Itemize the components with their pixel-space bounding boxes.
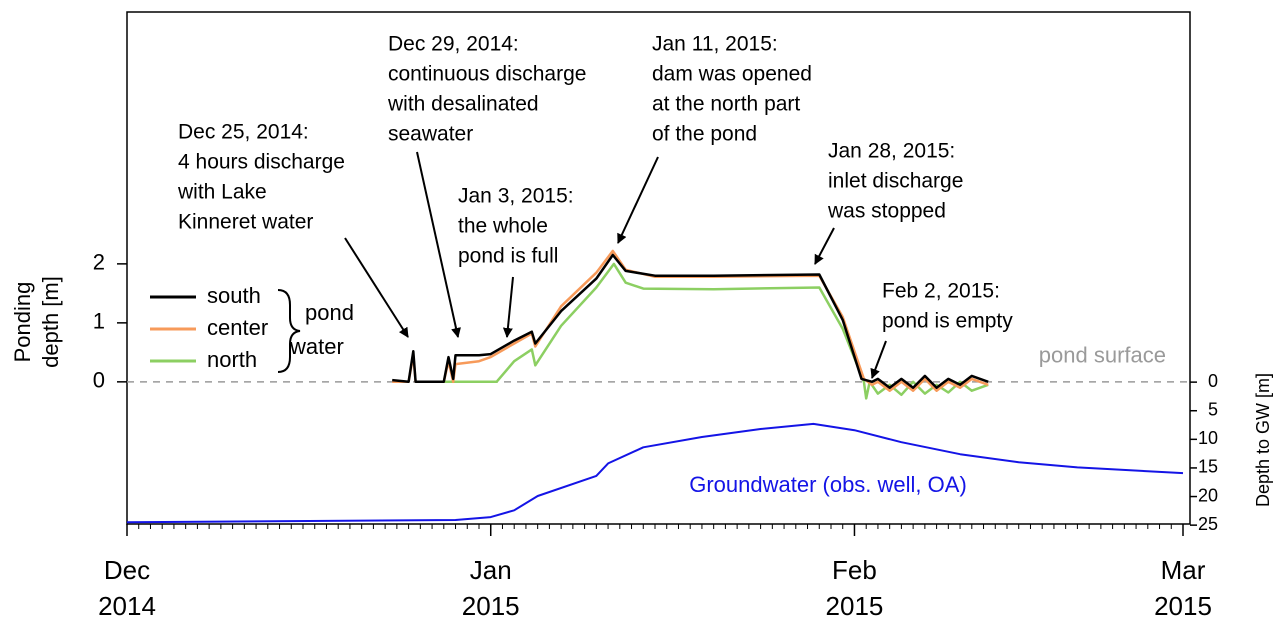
legend-brace — [277, 289, 301, 373]
y2-tick-label: 0 — [1208, 371, 1218, 391]
legend-label: north — [207, 347, 257, 372]
annotation-text: Jan 11, 2015: — [652, 33, 778, 56]
annotation-text: with desalinated — [387, 93, 539, 116]
legend-label: south — [207, 283, 261, 308]
annotation-arrow — [416, 151, 461, 338]
annotation-text: of the pond — [652, 123, 757, 146]
annotation-text: Jan 3, 2015: — [458, 185, 574, 208]
legend-label: center — [207, 315, 268, 340]
annotation-text: dam was opened — [652, 63, 812, 86]
x-tick-label: Dec 2014 — [98, 555, 156, 621]
x-tick-label: Mar 2015 — [1154, 555, 1212, 621]
y2-tick-label: 25 — [1198, 514, 1218, 534]
y2-tick-label: 5 — [1208, 399, 1218, 419]
legend-group-label: water — [289, 334, 344, 359]
annotation-text: Jan 28, 2015: — [828, 140, 955, 163]
y-tick-label: 0 — [93, 368, 105, 393]
y2-tick-label: 15 — [1198, 457, 1218, 477]
annotation-arrow — [502, 276, 514, 338]
legend-group-label: pond — [305, 300, 354, 325]
annotation-text: pond is full — [458, 245, 558, 268]
annotation-text: pond is empty — [882, 310, 1013, 333]
x-tick-label: Feb 2015 — [826, 555, 884, 621]
plot-frame — [126, 11, 1191, 525]
annotation-arrow — [617, 156, 659, 244]
y-axis-title: depth [m] — [38, 276, 63, 368]
y2-tick-label: 10 — [1198, 428, 1218, 448]
annotation-text: at the north part — [652, 93, 800, 116]
y-tick-label: 1 — [93, 309, 105, 334]
annotation-text: with Lake — [177, 181, 267, 204]
annotation-text: 4 hours discharge — [178, 151, 345, 174]
annotation-text: continuous discharge — [388, 63, 586, 86]
annotation-arrow — [814, 227, 835, 265]
reference-label: pond surface — [1039, 343, 1166, 368]
series-label: Groundwater (obs. well, OA) — [689, 472, 967, 497]
annotation-text: the whole — [458, 215, 548, 238]
annotation-text: Dec 29, 2014: — [388, 33, 519, 56]
y-tick-label: 2 — [93, 250, 105, 275]
annotation-text: Kinneret water — [178, 211, 313, 234]
annotation-arrow — [344, 237, 409, 338]
annotation-text: Dec 25, 2014: — [178, 121, 309, 144]
annotation-text: was stopped — [827, 200, 946, 223]
series-line — [392, 253, 989, 389]
annotation-text: seawater — [388, 123, 473, 146]
annotation-text: Feb 2, 2015: — [882, 280, 1000, 303]
y-axis-title: Ponding — [10, 282, 35, 363]
x-tick-label: Jan 2015 — [462, 555, 520, 621]
annotation-arrow — [870, 340, 887, 379]
annotation-text: inlet discharge — [828, 170, 963, 193]
y2-axis-title: Depth to GW [m] — [1253, 373, 1273, 507]
series-line — [126, 422, 1184, 524]
y2-tick-label: 20 — [1198, 485, 1218, 505]
